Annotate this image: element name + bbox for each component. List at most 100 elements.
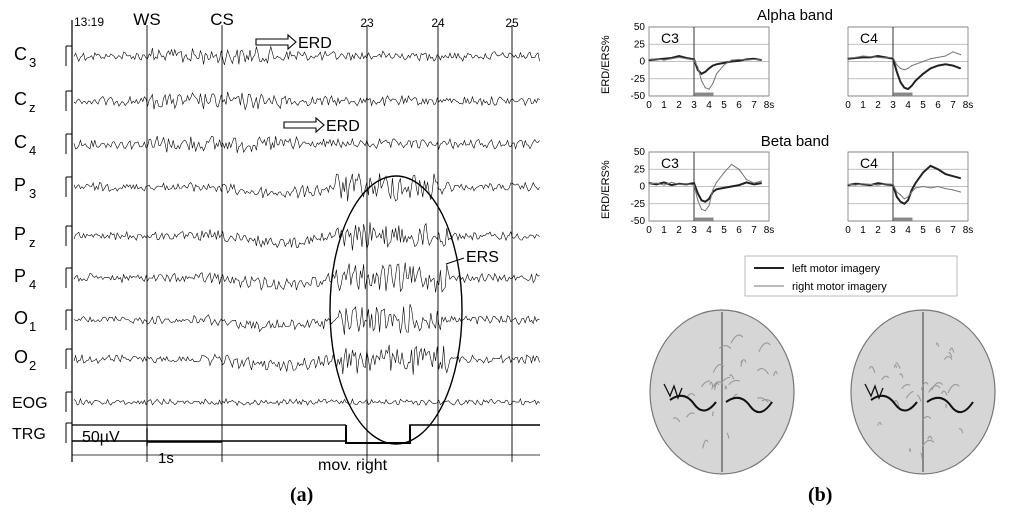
channel-subscript: 3 <box>29 186 36 201</box>
point-right <box>911 65 913 67</box>
hand-area <box>864 383 884 400</box>
scale-amplitude-label: 50µV <box>82 429 120 446</box>
eeg-trace-o2 <box>73 344 540 375</box>
point-left <box>693 182 695 184</box>
series-left-motor-imagery <box>847 54 961 91</box>
brain-gyrus <box>947 383 960 394</box>
eeg-trace-pz <box>73 222 540 251</box>
point-left <box>903 203 905 205</box>
brain-gyrus <box>686 412 695 418</box>
point-left <box>899 201 902 203</box>
point-left <box>899 81 902 83</box>
point-left <box>738 60 740 62</box>
point-left <box>877 55 879 57</box>
point-left <box>896 71 898 73</box>
series-left-motor-imagery <box>648 181 762 203</box>
point-left <box>911 85 913 87</box>
point-right <box>760 180 763 182</box>
eeg-trace-p4 <box>73 262 540 293</box>
stimulus-bar <box>893 217 913 222</box>
point-left <box>745 181 748 183</box>
subplot-label: C4 <box>860 30 878 46</box>
point-right <box>708 205 710 207</box>
point-right <box>685 58 688 60</box>
brain-gyrus <box>908 448 911 453</box>
point-left <box>922 73 924 75</box>
eeg-trace-c3 <box>73 45 540 65</box>
point-left <box>723 62 725 64</box>
channel-subscript: z <box>29 235 36 250</box>
point-right <box>877 56 879 58</box>
y-axis-label-beta: ERD/ERS% <box>600 160 612 219</box>
point-left <box>922 172 924 174</box>
point-left <box>944 173 947 175</box>
stimulus-bar <box>694 92 714 97</box>
point-right <box>922 60 924 63</box>
x-tick-label: 8s <box>764 100 775 111</box>
point-left <box>730 60 733 63</box>
y-tick-label: 25 <box>634 164 646 175</box>
brain-gyrus <box>728 379 741 386</box>
x-tick-label: 4 <box>905 100 911 111</box>
point-right <box>907 67 909 69</box>
brain-gyrus <box>920 452 923 460</box>
x-tick-label: 5 <box>920 100 926 111</box>
brain-gyrus <box>899 373 904 378</box>
marker-label-ws: WS <box>133 10 160 29</box>
point-right <box>663 184 665 186</box>
channel-letter: P <box>14 224 26 244</box>
x-tick-label: 2 <box>875 225 881 236</box>
point-left <box>854 183 857 185</box>
point-left <box>700 73 703 75</box>
x-tick-label: 8s <box>764 225 775 236</box>
brain-gyrus <box>931 382 944 391</box>
point-left <box>663 58 665 60</box>
channel-subscript: 1 <box>29 319 36 334</box>
point-right <box>678 56 680 58</box>
point-right <box>862 183 864 185</box>
eeg-trace-o1 <box>73 304 540 335</box>
point-left <box>944 63 947 65</box>
erd-label-2: ERD <box>326 118 360 135</box>
point-left <box>937 168 939 170</box>
x-tick-label: 3 <box>691 100 697 111</box>
point-left <box>907 88 909 90</box>
point-right <box>753 182 755 184</box>
point-right <box>700 208 703 210</box>
point-right <box>655 58 658 60</box>
y-axis-label-alpha: ERD/ERS% <box>600 35 612 94</box>
brain-gyrus <box>958 428 964 434</box>
point-right <box>847 57 849 59</box>
point-left <box>959 177 962 179</box>
channel-letter: P <box>14 266 26 286</box>
point-right <box>959 54 962 56</box>
erd-arrow-1 <box>255 33 297 51</box>
subplot-label: C3 <box>661 155 679 171</box>
x-tick-label: 1 <box>860 100 866 111</box>
ers-leader <box>445 257 465 265</box>
point-right <box>678 183 680 186</box>
brain-gyrus <box>712 411 714 417</box>
point-right <box>738 168 740 170</box>
point-left <box>697 192 699 194</box>
series-right-motor-imagery <box>847 51 961 71</box>
x-tick-label: 6 <box>935 100 941 111</box>
series-left-motor-imagery <box>648 54 762 76</box>
point-right <box>738 58 740 61</box>
x-tick-label: 7 <box>751 225 757 236</box>
brain-gyrus <box>941 390 948 396</box>
point-left <box>723 187 725 189</box>
subplot-label: C3 <box>661 30 679 46</box>
point-left <box>678 55 680 57</box>
channel-subscript: 4 <box>29 143 36 158</box>
point-left <box>877 182 879 184</box>
point-right <box>884 57 887 59</box>
point-right <box>730 59 733 61</box>
brain-gyrus <box>756 368 769 375</box>
